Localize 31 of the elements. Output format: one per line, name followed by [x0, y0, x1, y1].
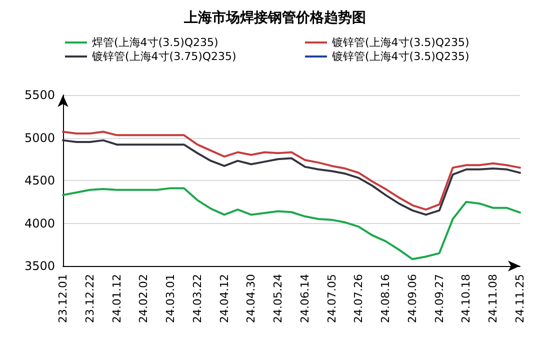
x-tick-label: 24.01.12 [110, 274, 124, 323]
x-tick-label: 24.10.18 [460, 274, 473, 323]
x-tick-label: 24.08.16 [379, 274, 392, 323]
x-tick-label: 24.05.24 [272, 274, 285, 323]
x-tick-label: 24.09.06 [406, 274, 419, 323]
x-tick-label: 24.03.01 [164, 274, 178, 323]
x-tick-label: 24.07.26 [352, 274, 366, 323]
line-series [62, 130, 521, 211]
x-tick-label: 24.04.12 [218, 274, 231, 323]
x-tick-label: 24.03.22 [190, 274, 204, 323]
line-series [62, 187, 521, 260]
x-tick-label: 24.11.25 [514, 274, 526, 323]
legend-label: 焊管(上海4寸(3.5)Q235) [92, 36, 218, 49]
x-tick-label: 24.02.02 [137, 274, 150, 323]
y-tick-label: 4000 [24, 216, 55, 230]
y-tick-label: 4500 [24, 174, 55, 188]
x-tick-label: 24.04.30 [244, 274, 258, 323]
x-tick-label: 23.12.22 [83, 274, 96, 323]
x-tick-label: 24.11.08 [486, 274, 500, 323]
line-series [62, 139, 521, 216]
legend-label: 镀锌管(上海4寸(3.75)Q235) [91, 50, 236, 63]
x-tick-label: 23.12.01 [56, 274, 70, 323]
y-tick-label: 3500 [24, 259, 55, 273]
x-tick-label: 24.06.14 [298, 274, 312, 323]
x-tick-label: 24.07.05 [325, 274, 338, 323]
chart-title: 上海市场焊接钢管价格趋势图 [183, 9, 366, 26]
y-tick-label: 5000 [24, 130, 55, 145]
y-tick-label: 5500 [24, 88, 55, 102]
legend-label: 镀锌管(上海4寸(3.5)Q235) [331, 36, 470, 49]
legend-label: 镀锌管(上海4寸(3.5)Q235) [331, 50, 470, 63]
x-tick-label: 24.09.27 [432, 274, 446, 323]
